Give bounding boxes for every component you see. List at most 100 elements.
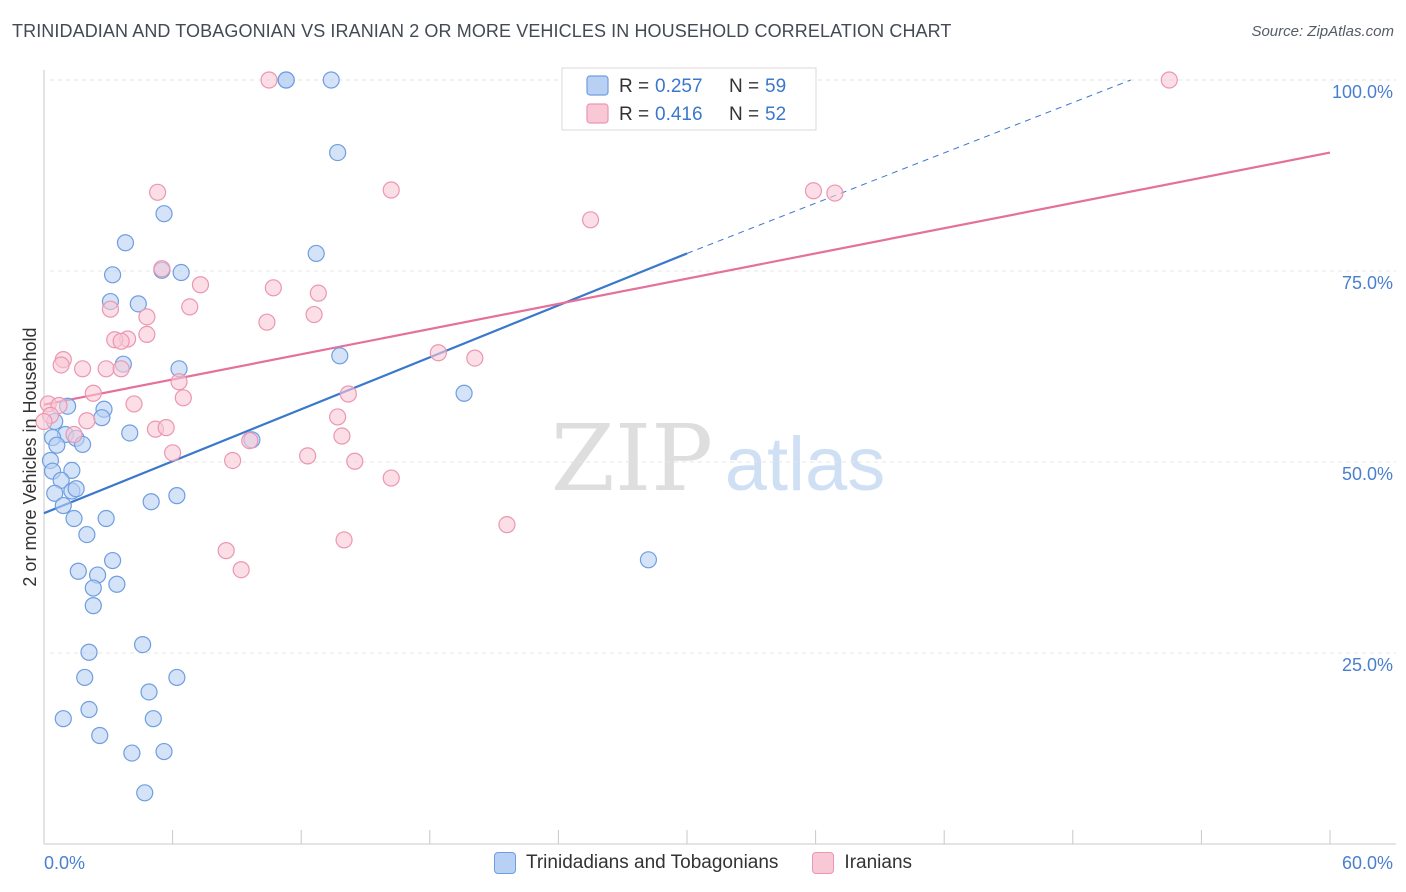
iranian-point	[78, 412, 96, 430]
trinidadian-point	[69, 562, 87, 580]
trinidadian-point	[121, 424, 139, 442]
iranian-point	[382, 181, 400, 199]
iranian-point	[65, 425, 83, 444]
trinidadian-point	[103, 266, 122, 284]
trinidadian-point	[116, 234, 135, 252]
trinidadian-point	[142, 493, 160, 511]
legend-n-label-2: N =	[729, 104, 759, 125]
trinidadian-point	[140, 683, 158, 701]
trinidadian-point	[76, 668, 94, 687]
trinidadian-point	[54, 496, 72, 515]
iranian-point	[804, 182, 823, 200]
iranian-point	[258, 313, 276, 331]
legend-swatch-blue	[586, 75, 609, 96]
iranian-point	[191, 276, 210, 294]
chart-title: TRINIDADIAN AND TOBAGONIAN VS IRANIAN 2 …	[12, 21, 952, 41]
trinidadian-point	[455, 384, 473, 402]
iranian-point	[826, 184, 844, 202]
trinidadian-point	[172, 263, 190, 282]
iranian-point	[217, 542, 235, 560]
iranian-point	[84, 384, 102, 402]
trinidadian-point	[80, 700, 98, 719]
trinidadian-point	[84, 579, 102, 597]
iranian-point	[581, 211, 600, 229]
trinidadian-point	[129, 295, 147, 313]
iranian-point	[429, 344, 447, 362]
iranian-point	[101, 300, 120, 318]
legend-r-value-2: 0.416	[655, 104, 703, 125]
trinidadian-trend-line-extension	[686, 79, 1131, 254]
source-credit: Source: ZipAtlas.com	[1251, 23, 1394, 40]
correlation-legend: R = 0.257 N = 59 R = 0.416 N = 52	[561, 67, 817, 131]
x-tick-label-max: 60.0%	[1342, 853, 1393, 873]
iranian-point	[157, 419, 175, 437]
iranian-trend-line	[43, 151, 1331, 406]
trinidadian-point	[639, 551, 658, 569]
legend-swatch-trinidadians	[493, 852, 516, 874]
iranian-point	[170, 373, 188, 391]
iranian-point	[224, 451, 242, 470]
iranian-point	[112, 332, 130, 350]
legend-n-value-2: 52	[765, 104, 786, 125]
legend-r-label-2: R =	[619, 104, 649, 125]
trinidadian-point	[136, 784, 154, 802]
iranian-point	[181, 298, 199, 316]
data-points	[35, 71, 1178, 802]
iranian-point	[73, 360, 92, 378]
iranian-point	[174, 389, 192, 407]
trinidadian-point	[144, 710, 162, 728]
iranian-point	[148, 183, 167, 201]
iranian-point	[232, 561, 250, 579]
iranian-point	[305, 305, 323, 324]
trinidadian-point	[168, 668, 186, 687]
iranian-point	[112, 360, 130, 378]
iranian-point	[1160, 71, 1178, 89]
legend-swatch-pink	[586, 103, 609, 124]
legend-label-trinidadians: Trinidadians and Tobagonians	[525, 852, 779, 873]
iranian-point	[346, 452, 364, 470]
iranian-point	[309, 284, 327, 302]
iranian-point	[329, 408, 347, 426]
trinidadian-point	[48, 436, 66, 454]
trinidadian-point	[78, 525, 96, 544]
trinidadian-point	[331, 347, 349, 365]
trinidadian-point	[84, 597, 102, 615]
trinidadian-point	[168, 487, 186, 505]
legend-r-label-1: R =	[619, 76, 649, 97]
iranian-point	[466, 349, 484, 367]
series-legend: Trinidadians and Tobagonians Iranians	[0, 852, 1406, 874]
trinidadian-point	[63, 461, 81, 480]
iranian-point	[339, 385, 357, 403]
trinidadian-point	[133, 635, 152, 654]
trinidadian-point	[46, 484, 64, 502]
trinidadian-point	[329, 143, 347, 162]
legend-r-value-1: 0.257	[655, 76, 703, 97]
gridlines	[50, 79, 1396, 654]
trinidadian-point	[97, 509, 115, 528]
x-tick-label-min: 0.0%	[44, 853, 85, 873]
trinidadian-point	[155, 205, 173, 223]
legend-label-iranians: Iranians	[844, 852, 913, 873]
y-tick-label: 75.0%	[1342, 273, 1393, 293]
trinidadian-point	[307, 244, 325, 263]
trinidadian-point	[65, 509, 83, 528]
iranian-point	[498, 516, 516, 534]
iranian-point	[335, 531, 353, 549]
trinidadian-point	[322, 71, 340, 89]
trinidadian-trend-line	[43, 252, 688, 515]
trend-lines	[43, 79, 1331, 515]
trinidadian-point	[93, 409, 111, 427]
y-tick-label: 50.0%	[1342, 464, 1393, 484]
legend-n-value-1: 59	[765, 76, 786, 97]
legend-n-label-1: N =	[729, 76, 759, 97]
iranian-point	[382, 469, 400, 487]
y-tick-label: 100.0%	[1332, 82, 1393, 102]
legend-item-iranians: Iranians	[812, 852, 912, 874]
legend-swatch-iranians	[812, 852, 835, 874]
trinidadian-point	[108, 575, 126, 593]
iranian-point	[260, 71, 278, 89]
trinidadian-point	[67, 480, 85, 498]
axes	[43, 70, 1396, 845]
iranian-point	[153, 260, 171, 278]
